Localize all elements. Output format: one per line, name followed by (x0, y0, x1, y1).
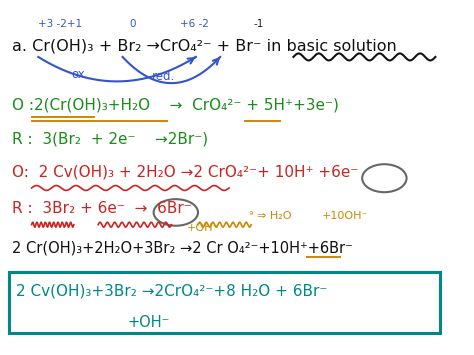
Text: +OH⁻: +OH⁻ (187, 223, 219, 233)
Text: -1: -1 (254, 19, 264, 29)
Text: 2 Cr(OH)₃+2H₂O+3Br₂ →2 Cr O₄²⁻+10H⁺+6Br⁻: 2 Cr(OH)₃+2H₂O+3Br₂ →2 Cr O₄²⁻+10H⁺+6Br⁻ (12, 240, 353, 255)
Text: 0: 0 (129, 19, 136, 29)
Text: a. Cr(OH)₃ + Br₂ →CrO₄²⁻ + Br⁻ in basic solution: a. Cr(OH)₃ + Br₂ →CrO₄²⁻ + Br⁻ in basic … (12, 38, 396, 54)
Text: ox.: ox. (72, 69, 89, 81)
Text: R :  3Br₂ + 6e⁻  →  6Br⁻: R : 3Br₂ + 6e⁻ → 6Br⁻ (12, 201, 191, 216)
Text: red.: red. (151, 70, 174, 83)
Text: O :2(Cr(OH)₃+H₂O    →  CrO₄²⁻ + 5H⁺+3e⁻): O :2(Cr(OH)₃+H₂O → CrO₄²⁻ + 5H⁺+3e⁻) (12, 98, 338, 113)
Text: ⁹ ⇒ H₂O: ⁹ ⇒ H₂O (249, 211, 292, 221)
Text: 2 Cv(OH)₃+3Br₂ →2CrO₄²⁻+8 H₂O + 6Br⁻: 2 Cv(OH)₃+3Br₂ →2CrO₄²⁻+8 H₂O + 6Br⁻ (16, 283, 328, 298)
Text: +3 -2+1: +3 -2+1 (38, 19, 82, 29)
Text: +6 -2: +6 -2 (180, 19, 209, 29)
Text: R :  3(Br₂  + 2e⁻    →2Br⁻): R : 3(Br₂ + 2e⁻ →2Br⁻) (12, 131, 208, 146)
Text: +10OH⁻: +10OH⁻ (322, 211, 369, 221)
Text: +OH⁻: +OH⁻ (127, 315, 169, 329)
Text: O:  2 Cv(OH)₃ + 2H₂O →2 CrO₄²⁻+ 10H⁺ +6e⁻: O: 2 Cv(OH)₃ + 2H₂O →2 CrO₄²⁻+ 10H⁺ +6e⁻ (12, 164, 358, 179)
Bar (9, 272, 440, 333)
